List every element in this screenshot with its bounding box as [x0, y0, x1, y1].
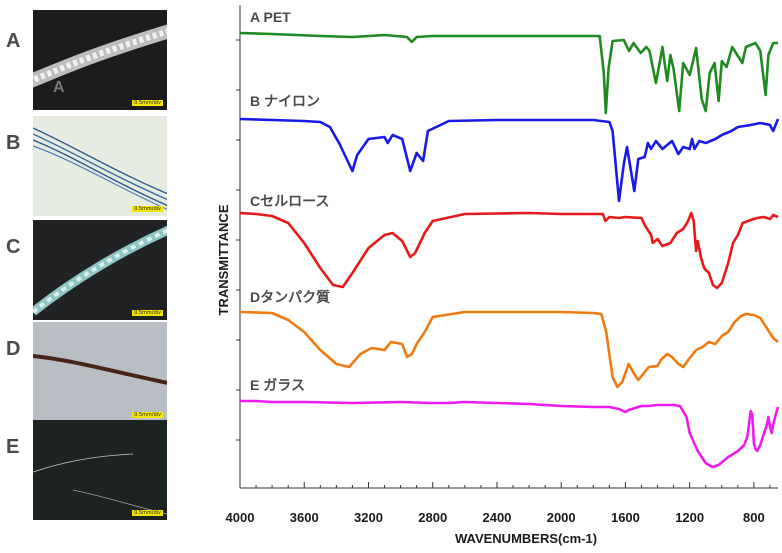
- scale-bar-label: 0.5mm/div: [132, 310, 163, 316]
- series-line-2: [239, 117, 780, 203]
- x-tick-label: 4000: [226, 510, 255, 525]
- x-tick-label: 2000: [547, 510, 576, 525]
- photo-d: 0.5mm/div: [33, 322, 167, 422]
- photo-e: 0.5mm/div: [33, 420, 167, 520]
- scale-bar-label: 0.5mm/div: [132, 510, 163, 516]
- panel-letter-a: A: [6, 30, 21, 52]
- series-label-1: A PET: [250, 9, 291, 25]
- series-line-3: [239, 211, 779, 290]
- series-line-1: [239, 31, 778, 115]
- series-label-5: E ガラス: [250, 377, 305, 393]
- panel-letter-c: C: [6, 236, 21, 258]
- series-label-2: B ナイロン: [250, 93, 320, 109]
- x-tick-label: 1600: [611, 510, 640, 525]
- x-tick-label: 1200: [675, 510, 704, 525]
- x-tick-label: 3600: [290, 510, 319, 525]
- x-tick-label: 800: [743, 510, 765, 525]
- panel-letter-e: E: [6, 436, 20, 458]
- photo-a: A 0.5mm/div: [33, 10, 167, 110]
- photo-b: 0.5mm/div: [33, 116, 167, 216]
- scale-bar-label: 0.5mm/div: [132, 100, 163, 106]
- series-line-4: [239, 310, 779, 389]
- series-line-5: [240, 399, 780, 469]
- y-axis-label: TRANSMITTANCE: [216, 204, 231, 315]
- series-label-3: Cセルロース: [250, 193, 329, 209]
- x-tick-label: 2800: [418, 510, 447, 525]
- series-label-4: Dタンパク質: [250, 289, 330, 305]
- scale-bar-label: 0.5mm/div: [132, 412, 163, 418]
- x-tick-label: 3200: [354, 510, 383, 525]
- scale-bar-label: 0.5mm/div: [132, 206, 163, 212]
- photo-inner-letter: A: [53, 79, 65, 96]
- x-tick-label: 2400: [482, 510, 511, 525]
- panel-letter-d: D: [6, 338, 21, 360]
- panel-letter-b: B: [6, 132, 21, 154]
- x-axis-label: WAVENUMBERS(cm-1): [455, 531, 597, 546]
- photo-c: 0.5mm/div: [33, 220, 167, 320]
